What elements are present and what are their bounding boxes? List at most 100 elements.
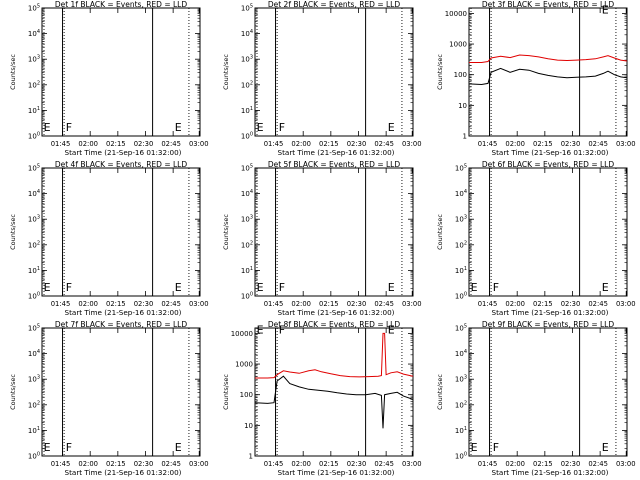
annotation-label: F [279, 323, 285, 336]
x-tick-label: 01:45 [478, 460, 498, 468]
y-tick-label: 100 [454, 71, 467, 79]
y-tick-label: 102 [241, 80, 253, 89]
y-axis-label: Counts/sec [9, 374, 17, 410]
x-tick-label: 01:45 [264, 460, 284, 468]
y-tick-label: 102 [28, 400, 40, 409]
y-tick-label: 101 [28, 106, 40, 115]
annotation-label: F [493, 441, 499, 454]
x-tick-label: 02:00 [505, 460, 525, 468]
y-tick-label: 100 [241, 132, 253, 141]
y-tick-label: 101 [241, 106, 253, 115]
panel-det-1: Det 1f BLACK = Events, RED = LLD 100 101 10… [9, 0, 209, 157]
plot-frame [41, 7, 201, 137]
plot-frame [254, 7, 414, 137]
x-tick-label: 01:45 [264, 140, 284, 148]
y-tick-label: 100 [28, 292, 40, 301]
x-axis-label: Start Time (21-Sep-16 01:32:00) [65, 468, 182, 477]
y-tick-label: 105 [455, 164, 467, 173]
panel-det-5: Det 5f BLACK = Events, RED = LLD 100 101 10… [222, 160, 422, 317]
x-tick-label: 02:45 [161, 140, 181, 148]
x-tick-label: 02:45 [588, 460, 608, 468]
annotation-label: F [66, 441, 72, 454]
y-tick-label: 101 [455, 426, 467, 435]
y-axis-label: Counts/sec [436, 54, 444, 90]
y-tick-label: 100 [240, 391, 253, 399]
panel-det-9: Det 9f BLACK = Events, RED = LLD 100 101 10… [436, 320, 636, 477]
y-tick-label: 100 [28, 132, 40, 141]
y-tick-label: 100 [241, 292, 253, 301]
y-tick-label: 10 [458, 102, 467, 110]
series-lld [255, 332, 414, 379]
annotation-label: E [257, 121, 264, 134]
y-tick-label: 103 [28, 215, 40, 224]
plot-frame [254, 167, 414, 297]
y-tick-label: 105 [28, 324, 40, 333]
x-tick-label: 02:15 [106, 140, 126, 148]
panel-det-2: Det 2f BLACK = Events, RED = LLD 100 101 10… [222, 0, 422, 157]
annotation-label: E [602, 281, 609, 294]
annotation-label: F [279, 281, 285, 294]
panel-det-6: Det 6f BLACK = Events, RED = LLD 100 101 10… [436, 160, 636, 317]
x-tick-label: 02:15 [106, 300, 126, 308]
y-tick-label: 101 [455, 266, 467, 275]
x-tick-label: 03:00 [402, 460, 422, 468]
y-tick-label: 1 [463, 133, 467, 141]
panel-title: Det 2f BLACK = Events, RED = LLD [268, 0, 401, 9]
annotation-label: E [471, 281, 478, 294]
y-tick-label: 100 [455, 452, 467, 461]
x-tick-label: 02:15 [319, 140, 339, 148]
x-tick-label: 02:30 [561, 140, 581, 148]
annotation-label: F [493, 281, 499, 294]
series-events [468, 67, 628, 86]
x-tick-label: 01:45 [51, 300, 71, 308]
x-tick-label: 01:45 [264, 300, 284, 308]
y-tick-label: 101 [28, 266, 40, 275]
plot-frame [41, 327, 201, 457]
y-tick-label: 103 [241, 55, 253, 64]
y-tick-label: 104 [455, 349, 467, 358]
plot-frame [468, 7, 628, 137]
x-tick-label: 02:30 [561, 300, 581, 308]
x-tick-label: 02:30 [347, 460, 367, 468]
y-tick-label: 10000 [445, 10, 467, 18]
y-axis-label: Counts/sec [222, 374, 230, 410]
x-tick-label: 02:15 [106, 460, 126, 468]
annotation-label: E [44, 441, 51, 454]
x-tick-label: 02:00 [291, 460, 311, 468]
x-tick-label: 02:00 [78, 140, 98, 148]
annotation-label: E [257, 323, 264, 336]
annotation-label: E [44, 281, 51, 294]
annotation-label: E [388, 121, 395, 134]
x-tick-label: 03:00 [402, 300, 422, 308]
panel-det-7: Det 7f BLACK = Events, RED = LLD 100 101 10… [9, 320, 209, 477]
annotation-label: E [602, 441, 609, 454]
annotation-label: E [602, 3, 609, 16]
x-tick-label: 03:00 [189, 140, 209, 148]
x-tick-label: 03:00 [402, 140, 422, 148]
x-tick-label: 03:00 [616, 460, 636, 468]
x-tick-label: 02:00 [505, 140, 525, 148]
y-tick-label: 1000 [449, 41, 467, 49]
y-tick-label: 103 [455, 375, 467, 384]
annotation-label: E [175, 281, 182, 294]
annotation-label: E [471, 441, 478, 454]
y-tick-label: 103 [28, 55, 40, 64]
y-axis-label: Counts/sec [222, 214, 230, 250]
panel-det-4: Det 4f BLACK = Events, RED = LLD 100 101 10… [9, 160, 209, 317]
x-tick-label: 01:45 [478, 140, 498, 148]
x-axis-label: Start Time (21-Sep-16 01:32:00) [492, 468, 609, 477]
y-tick-label: 105 [241, 164, 253, 173]
panel-title: Det 1f BLACK = Events, RED = LLD [55, 0, 188, 9]
x-tick-label: 02:30 [134, 300, 154, 308]
x-axis-label: Start Time (21-Sep-16 01:32:00) [278, 308, 395, 317]
panel-title: Det 5f BLACK = Events, RED = LLD [268, 160, 401, 169]
y-tick-label: 104 [241, 189, 253, 198]
y-tick-label: 105 [455, 324, 467, 333]
y-tick-label: 101 [28, 426, 40, 435]
y-axis-label: Counts/sec [436, 374, 444, 410]
y-tick-label: 103 [241, 215, 253, 224]
y-tick-label: 1 [249, 453, 253, 461]
plot-frame [468, 327, 628, 457]
y-tick-label: 100 [28, 452, 40, 461]
